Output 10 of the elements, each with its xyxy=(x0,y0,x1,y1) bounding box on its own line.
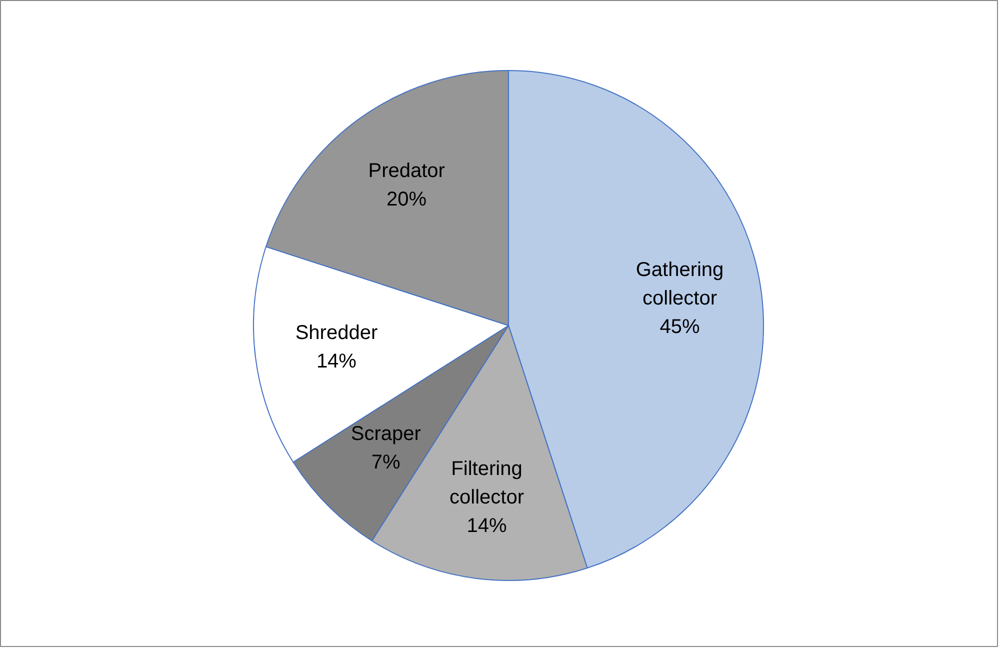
slice-label: Shredder xyxy=(295,322,378,344)
slice-label: Scraper xyxy=(350,422,422,445)
slice-label: Filtering collector xyxy=(450,458,524,509)
slice-label: Gathering collector xyxy=(636,258,724,310)
data-label: 7% xyxy=(371,451,401,474)
data-label: 20% xyxy=(386,188,427,211)
data-label: 45% xyxy=(660,316,700,338)
data-label: 14% xyxy=(466,515,507,538)
slice-label: Predator xyxy=(368,160,446,182)
data-label: 14% xyxy=(316,350,357,373)
